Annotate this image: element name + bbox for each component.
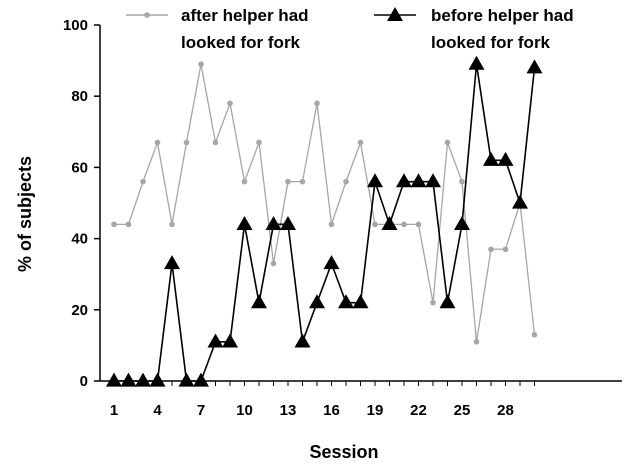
data-point-triangle <box>468 55 485 70</box>
data-point-dot <box>125 221 132 228</box>
data-point-dot <box>430 299 436 306</box>
data-point-dot <box>169 221 175 228</box>
data-point-triangle <box>294 333 311 348</box>
data-point-triangle <box>149 372 166 387</box>
data-point-dot <box>531 331 538 338</box>
data-point-dot <box>473 339 480 345</box>
data-point-triangle <box>236 215 253 230</box>
data-point-triangle <box>454 215 470 230</box>
series-0 <box>111 61 538 345</box>
data-point-dot <box>198 61 204 67</box>
data-point-dot <box>357 139 364 146</box>
data-point-triangle <box>280 215 296 230</box>
data-point-dot <box>241 178 248 185</box>
data-point-triangle <box>381 215 398 230</box>
data-point-dot <box>256 139 262 146</box>
series-layer <box>106 55 543 387</box>
series-line <box>114 64 536 342</box>
data-point-triangle <box>164 255 180 270</box>
data-point-dot <box>328 221 335 228</box>
data-point-triangle <box>323 255 340 270</box>
y-tick-label: 100 <box>63 17 88 34</box>
data-point-triangle <box>497 151 514 166</box>
x-tick-label: 10 <box>236 402 253 419</box>
data-point-dot <box>401 221 407 228</box>
series-1 <box>106 55 543 387</box>
data-point-dot <box>270 260 277 267</box>
data-point-triangle <box>309 294 325 309</box>
legend-label-after-line1: after helper had <box>181 6 309 25</box>
data-point-triangle <box>193 372 209 387</box>
data-point-triangle <box>265 215 282 230</box>
data-point-dot <box>140 178 146 185</box>
data-point-triangle <box>526 59 543 74</box>
series-line <box>114 64 536 382</box>
y-tick-label: 20 <box>71 302 88 319</box>
data-point-dot <box>285 178 291 185</box>
data-point-triangle <box>439 294 456 309</box>
data-point-dot <box>488 246 494 253</box>
data-point-triangle <box>222 333 238 348</box>
x-tick-label: 7 <box>197 402 205 419</box>
data-point-dot <box>459 178 465 185</box>
data-point-triangle <box>483 151 499 166</box>
x-tick-label: 13 <box>280 402 297 419</box>
x-tick-label: 1 <box>110 402 118 419</box>
data-point-triangle <box>178 372 195 387</box>
data-point-triangle <box>135 372 151 387</box>
x-ticks: 1 4 7 10 13 16 19 22 25 28 <box>110 381 535 419</box>
legend-label-before-line2: looked for fork <box>431 33 551 52</box>
y-tick-label: 60 <box>71 159 88 176</box>
x-tick-label: 4 <box>153 402 162 419</box>
y-ticks: 0 20 40 60 80 100 <box>63 17 100 390</box>
data-point-triangle <box>367 173 383 188</box>
data-point-dot <box>343 178 349 185</box>
data-point-dot <box>444 139 451 146</box>
y-axis-title: % of subjects <box>15 156 35 272</box>
y-tick-label: 80 <box>71 88 88 105</box>
data-point-triangle <box>396 173 412 188</box>
x-tick-label: 28 <box>497 402 514 419</box>
data-point-dot <box>227 100 233 107</box>
data-point-triangle <box>352 294 369 309</box>
legend: after helper had looked for fork before … <box>126 6 574 52</box>
data-point-triangle <box>425 173 441 188</box>
data-point-triangle <box>251 294 267 309</box>
legend-label-after-line2: looked for fork <box>181 33 301 52</box>
data-point-triangle <box>120 372 137 387</box>
data-point-dot <box>372 221 378 228</box>
data-point-triangle <box>106 372 122 387</box>
data-point-triangle <box>338 294 354 309</box>
data-point-dot <box>111 221 117 228</box>
legend-marker-before <box>387 7 403 21</box>
data-point-dot <box>314 100 320 107</box>
legend-marker-after <box>144 12 150 18</box>
x-axis-title: Session <box>309 442 378 462</box>
x-tick-label: 19 <box>367 402 384 419</box>
data-point-triangle <box>207 333 224 348</box>
data-point-triangle <box>512 194 528 209</box>
y-tick-label: 40 <box>71 231 88 248</box>
x-tick-label: 16 <box>323 402 340 419</box>
y-tick-label: 0 <box>80 373 88 390</box>
x-tick-label: 25 <box>454 402 471 419</box>
data-point-dot <box>183 139 190 146</box>
data-point-dot <box>154 139 161 146</box>
data-point-triangle <box>410 173 427 188</box>
data-point-dot <box>502 246 509 253</box>
legend-label-before-line1: before helper had <box>431 6 574 25</box>
data-point-dot <box>299 178 306 185</box>
data-point-dot <box>212 139 219 146</box>
axes <box>99 25 622 382</box>
x-tick-label: 22 <box>410 402 427 419</box>
data-point-dot <box>415 221 422 228</box>
